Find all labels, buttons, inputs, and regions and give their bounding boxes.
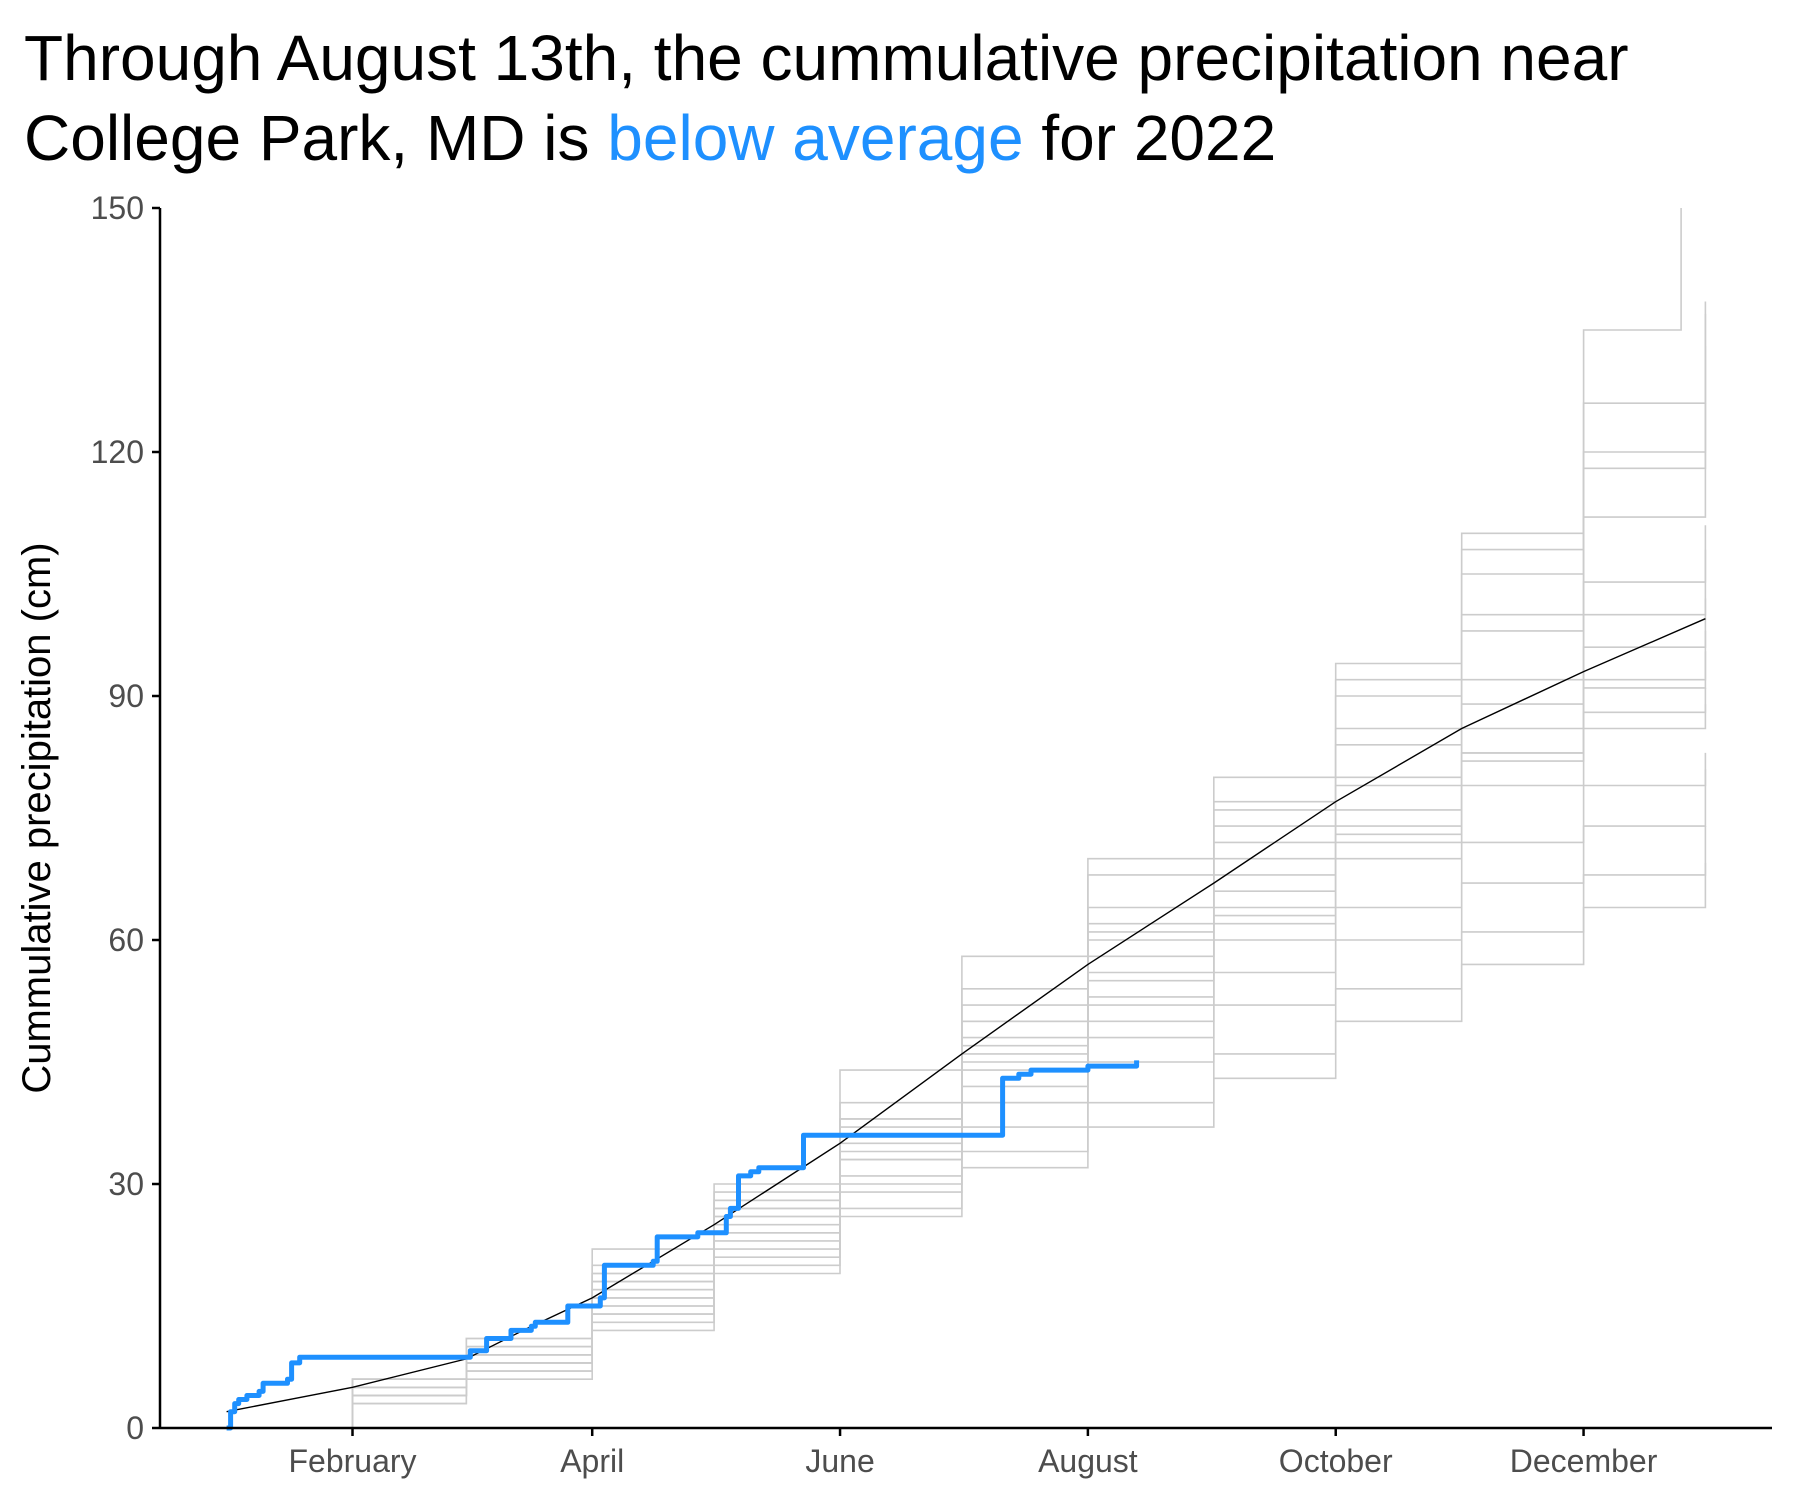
chart-title: Through August 13th, the cummulative pre…: [24, 18, 1764, 178]
current-year-line: [226, 1060, 1140, 1431]
y-axis-title: Cummulative precipitation (cm): [15, 542, 59, 1093]
x-tick-label-december: December: [1510, 1443, 1658, 1479]
historical-year-line-3: [226, 313, 1707, 1429]
x-tick-label-august: August: [1038, 1443, 1138, 1479]
historical-year-line-2: [226, 301, 1707, 1429]
y-tick-label-0: 0: [126, 1410, 144, 1446]
average-line-group: [226, 618, 1706, 1413]
current-year-line-group: [226, 1060, 1140, 1431]
historical-year-line-13: [226, 769, 1707, 1429]
y-tick-label-120: 120: [91, 434, 144, 470]
x-tick-label-february: February: [288, 1443, 416, 1479]
historical-year-line-11: [226, 704, 1707, 1429]
historical-year-line-8: [226, 598, 1707, 1429]
historical-year-line-12: [226, 752, 1707, 1429]
historical-year-line-4: [226, 346, 1707, 1429]
title-suffix: for 2022: [1023, 102, 1277, 174]
historical-year-line-5: [226, 403, 1707, 1429]
historical-year-line-6: [226, 525, 1707, 1429]
y-tick-label-90: 90: [108, 678, 144, 714]
x-tick-label-october: October: [1279, 1443, 1393, 1479]
historical-year-line-16: [226, 630, 1707, 1429]
historical-year-line-10: [226, 687, 1707, 1429]
y-tick-label-30: 30: [108, 1166, 144, 1202]
title-prefix: Through August 13th, the cummulative pre…: [24, 22, 1629, 174]
historical-year-line-15: [226, 862, 1707, 1429]
x-tick-label-june: June: [805, 1443, 874, 1479]
y-tick-label-60: 60: [108, 922, 144, 958]
historical-lines: [226, 208, 1707, 1429]
title-highlight: below average: [607, 102, 1024, 174]
historical-year-line-9: [226, 651, 1707, 1429]
average-line: [226, 618, 1706, 1413]
y-tick-label-150: 150: [91, 190, 144, 226]
historical-year-line-1: [226, 208, 1682, 1429]
x-tick-label-april: April: [560, 1443, 624, 1479]
axes: 0 30 60 90 120 150 February April June August Octo…: [91, 190, 1772, 1479]
